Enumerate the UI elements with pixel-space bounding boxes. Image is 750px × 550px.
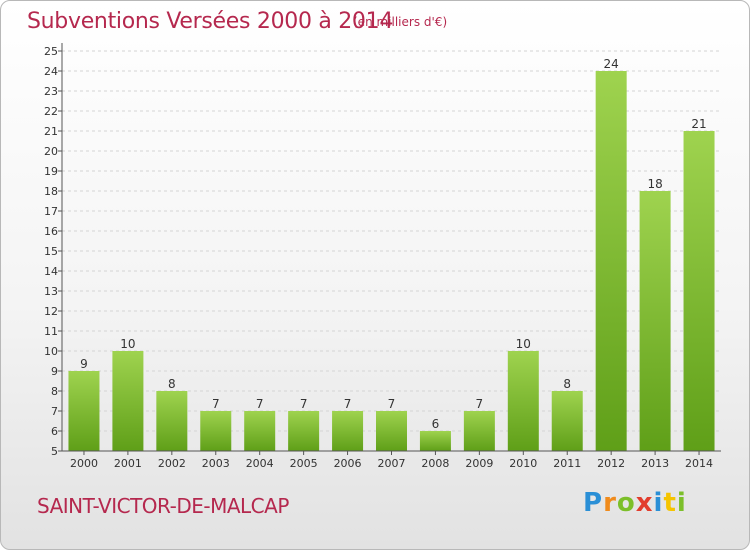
y-tick-label: 8 (51, 385, 58, 398)
data-label: 7 (476, 397, 484, 411)
y-tick-label: 7 (51, 405, 58, 418)
bar (463, 411, 495, 451)
data-label: 7 (388, 397, 396, 411)
bar (595, 71, 627, 451)
data-label: 10 (120, 337, 135, 351)
data-label: 6 (432, 417, 440, 431)
y-tick-label: 21 (44, 125, 58, 138)
y-tick-label: 13 (44, 285, 58, 298)
x-tick-label: 2008 (421, 457, 449, 470)
x-tick-label: 2011 (553, 457, 581, 470)
y-tick-label: 18 (44, 185, 58, 198)
y-tick-label: 22 (44, 105, 58, 118)
y-tick-label: 14 (44, 265, 58, 278)
data-label: 7 (256, 397, 264, 411)
y-tick-label: 9 (51, 365, 58, 378)
x-tick-label: 2009 (465, 457, 493, 470)
bar (376, 411, 407, 451)
bar (112, 351, 144, 451)
x-tick-label: 2001 (114, 457, 142, 470)
x-tick-label: 2006 (334, 457, 362, 470)
data-label: 24 (604, 57, 619, 71)
x-tick-label: 2010 (509, 457, 537, 470)
x-tick-label: 2003 (202, 457, 230, 470)
y-tick-label: 11 (44, 325, 58, 338)
y-tick-label: 5 (51, 445, 58, 458)
bar (200, 411, 232, 451)
y-tick-label: 12 (44, 305, 58, 318)
logo-letter: i (676, 488, 687, 518)
bar (639, 191, 671, 451)
commune-name: SAINT-VICTOR-DE-MALCAP (37, 494, 289, 518)
data-label: 8 (168, 377, 176, 391)
chart-title: Subventions Versées 2000 à 2014 (27, 9, 394, 34)
y-tick-label: 25 (44, 45, 58, 58)
labels: 5 6 7 8 9 10 11 12 13 14 15 16 17 18 19 20 21 22 23 24 25 9 20… (44, 45, 713, 470)
bar (288, 411, 320, 451)
data-label: 21 (691, 117, 706, 131)
x-tick-label: 2004 (246, 457, 274, 470)
bar (244, 411, 276, 451)
y-tick-label: 20 (44, 145, 58, 158)
x-tick-label: 2012 (597, 457, 625, 470)
data-label: 10 (516, 337, 531, 351)
x-tick-label: 2013 (641, 457, 669, 470)
logo-letter: x (635, 488, 654, 518)
bars (68, 71, 715, 451)
y-tick-label: 6 (51, 425, 58, 438)
y-tick-label: 17 (44, 205, 58, 218)
bar (507, 351, 539, 451)
proxiti-logo: Proxiti (583, 488, 687, 518)
data-label: 8 (563, 377, 571, 391)
y-tick-label: 23 (44, 85, 58, 98)
data-label: 9 (80, 357, 88, 371)
data-label: 7 (344, 397, 352, 411)
logo-letter: P (583, 488, 604, 518)
data-label: 18 (647, 177, 662, 191)
logo-letter: i (653, 488, 664, 518)
bar (332, 411, 364, 451)
y-tick-label: 10 (44, 345, 58, 358)
y-tick-label: 16 (44, 225, 58, 238)
x-tick-label: 2007 (378, 457, 406, 470)
data-label: 7 (212, 397, 220, 411)
unit-note: (en milliers d'€) (353, 15, 448, 29)
y-tick-label: 19 (44, 165, 58, 178)
x-tick-label: 2014 (685, 457, 713, 470)
logo-letter: r (603, 488, 617, 518)
data-label: 7 (300, 397, 308, 411)
bar (156, 391, 188, 451)
logo-letter: o (616, 488, 636, 518)
x-tick-label: 2000 (70, 457, 98, 470)
bar (68, 371, 100, 451)
bar (551, 391, 583, 451)
bar (419, 431, 451, 451)
axes (58, 43, 721, 455)
bar (683, 131, 715, 451)
logo-letter: t (663, 488, 677, 518)
y-tick-label: 24 (44, 65, 58, 78)
x-tick-label: 2005 (290, 457, 318, 470)
y-tick-label: 15 (44, 245, 58, 258)
x-tick-label: 2002 (158, 457, 186, 470)
